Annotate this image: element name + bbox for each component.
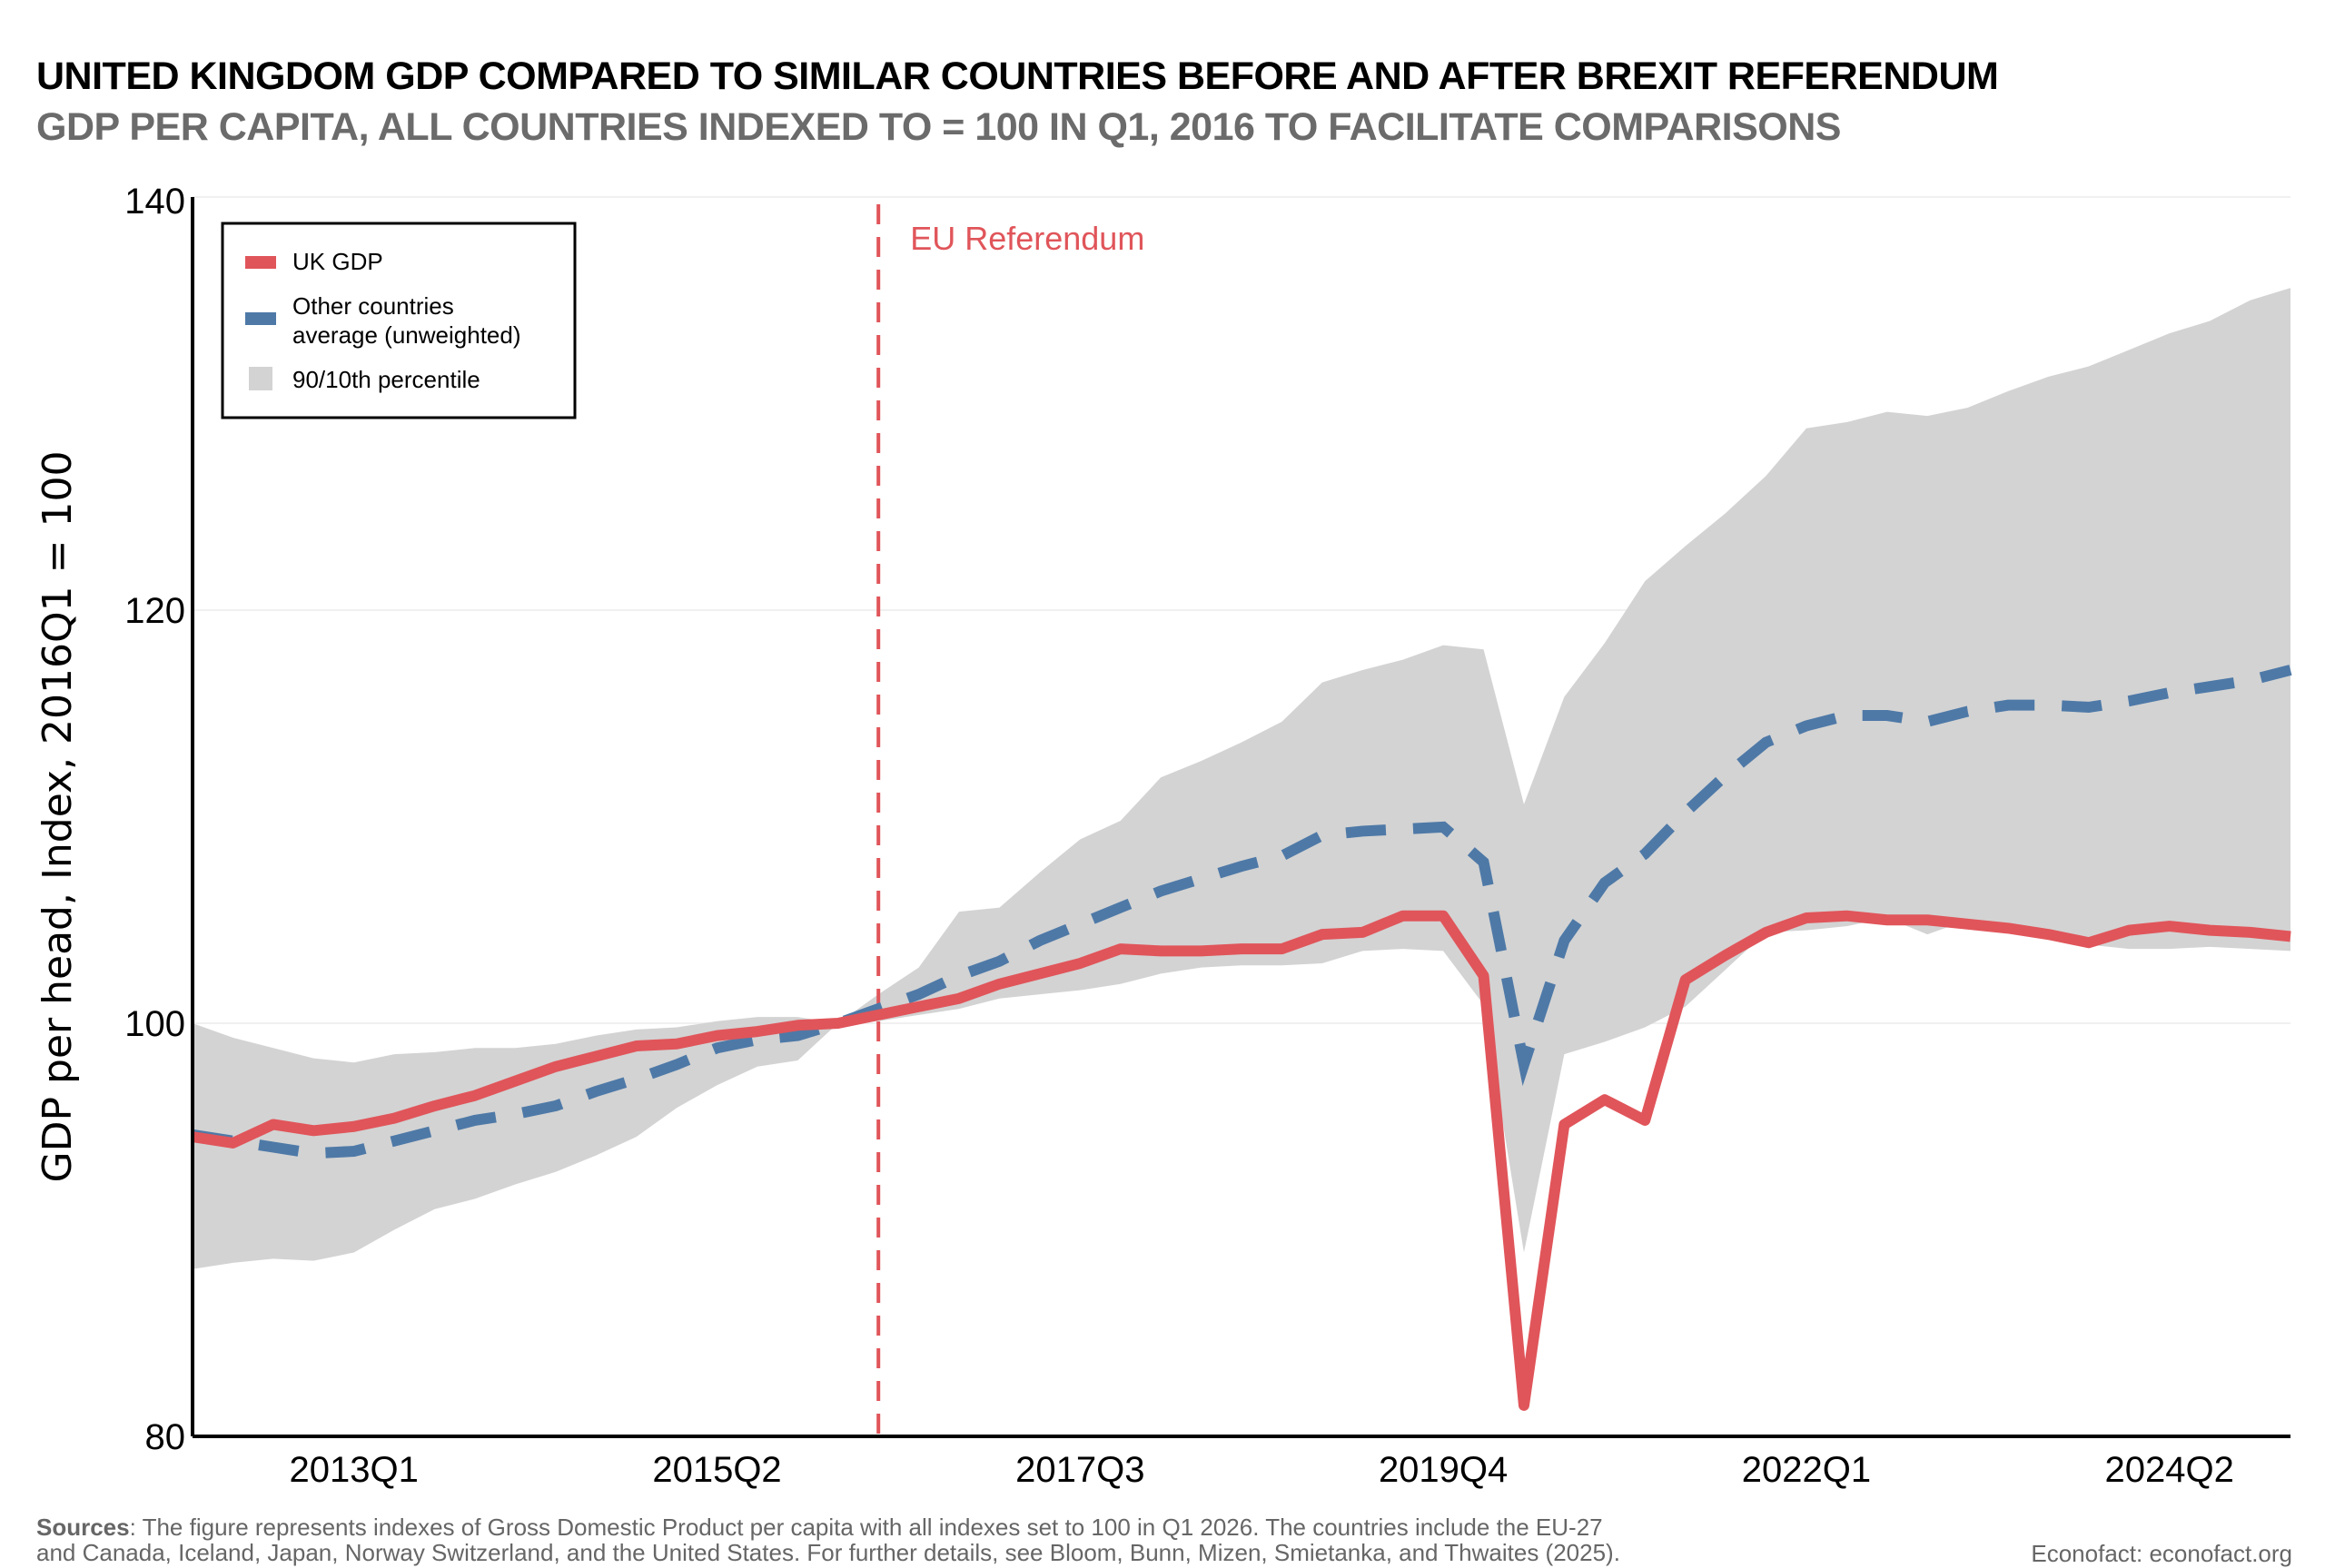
- legend-uk-label: UK GDP: [292, 248, 383, 275]
- x-tick-label: 2019Q4: [1379, 1450, 1508, 1490]
- legend-band-label: 90/10th percentile: [292, 366, 480, 393]
- x-tick-label: 2013Q1: [290, 1450, 419, 1490]
- percentile-band: [193, 288, 2290, 1269]
- credit: Econofact: econofact.org: [2031, 1540, 2292, 1567]
- uk-gdp-line: [192, 910, 2291, 1411]
- legend-band-swatch: [249, 367, 272, 390]
- legend-others-label-line2: average (unweighted): [292, 321, 521, 349]
- legend-box: [221, 222, 577, 419]
- legend: UK GDP Other countries average (unweight…: [221, 222, 577, 419]
- legend-others-label-line1: Other countries: [292, 292, 454, 320]
- y-tick-label: 80: [145, 1417, 186, 1457]
- sources-line2: and Canada, Iceland, Japan, Norway Switz…: [36, 1539, 1620, 1566]
- y-tick-label: 140: [124, 182, 185, 222]
- sources-line1: : The figure represents indexes of Gross…: [129, 1514, 1603, 1541]
- chart-title: UNITED KINGDOM GDP COMPARED TO SIMILAR C…: [36, 54, 1999, 98]
- x-tick-label: 2024Q2: [2105, 1450, 2234, 1490]
- others-average-line: [192, 665, 2292, 1159]
- legend-uk-swatch: [245, 256, 276, 269]
- y-tick-label: 120: [124, 591, 185, 631]
- sources-note: Sources: The figure represents indexes o…: [36, 1514, 1620, 1565]
- referendum-label: EU Referendum: [910, 220, 1144, 257]
- chart-subtitle: GDP PER CAPITA, ALL COUNTRIES INDEXED TO…: [36, 105, 1841, 149]
- x-tick-labels: 2013Q1 2015Q2 2017Q3 2019Q4 2022Q1 2024Q2: [290, 1450, 2234, 1490]
- y-tick-label: 100: [124, 1004, 185, 1044]
- sources-label: Sources: [36, 1514, 130, 1541]
- y-axis-label: GDP per head, Index, 2016Q1 = 100: [35, 451, 81, 1183]
- y-tick-labels: 80 100 120 140: [124, 182, 185, 1457]
- x-tick-label: 2015Q2: [652, 1450, 781, 1490]
- x-tick-label: 2022Q1: [1742, 1450, 1871, 1490]
- legend-others-swatch: [245, 312, 276, 325]
- x-tick-label: 2017Q3: [1015, 1450, 1144, 1490]
